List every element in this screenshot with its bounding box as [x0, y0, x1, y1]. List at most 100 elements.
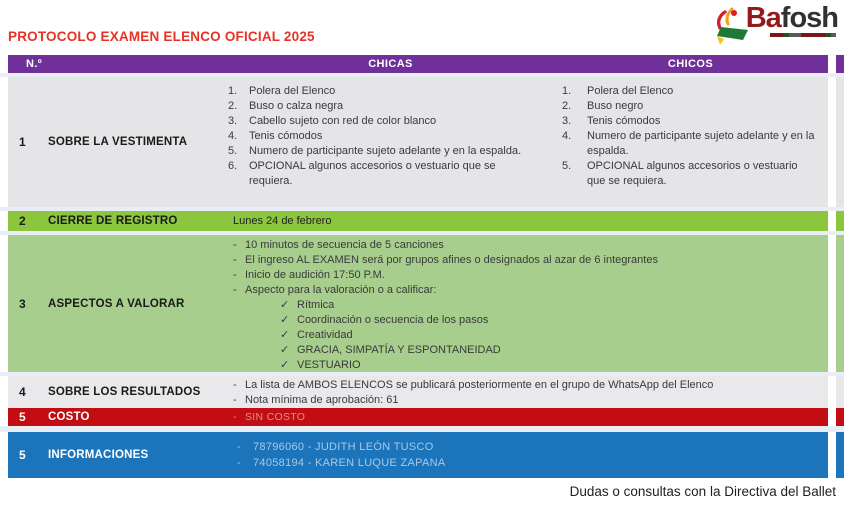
dash-bullet: -	[233, 284, 237, 296]
row-label: COSTO	[48, 411, 90, 423]
list-item: 4. Numero de participante sujeto adelante…	[553, 129, 828, 159]
list-item-number: 3.	[562, 115, 572, 127]
row-valorar-main: 3 ASPECTOS A VALORAR -10 minutos de secu…	[8, 235, 828, 372]
chicos-list: 1. Polera del Elenco 2. Buso negro 3. Tenis…	[553, 84, 828, 207]
costo-value-item: - SIN COSTO	[228, 410, 828, 425]
row-number: 3	[19, 297, 26, 311]
list-item: 4. Tenis cómodos	[228, 129, 553, 144]
row-spacer	[0, 372, 844, 376]
table-row-resultados: 4 SOBRE LOS RESULTADOS - La lista de AMBO…	[0, 376, 844, 408]
list-item-number: 6.	[228, 160, 238, 172]
checkmark-icon: ✓	[280, 344, 290, 356]
logo-tagline-strip	[769, 33, 836, 37]
check-item: ✓ GRACIA, SIMPATÍA Y ESPONTANEIDAD	[280, 343, 828, 358]
table-row-vestimenta: 1 SOBRE LA VESTIMENTA 1. Polera del Elenc…	[0, 77, 844, 207]
check-text: VESTUARIO	[297, 359, 361, 371]
vestimenta-content: 1. Polera del Elenco 2. Buso o calza negra…	[228, 77, 828, 207]
bullet-text: El ingreso AL EXAMEN será por grupos afi…	[245, 254, 658, 266]
check-text: Rítmica	[297, 299, 335, 311]
informaciones-content: -78796060 - JUDITH LEÓN TUSCO -74058194 …	[228, 432, 828, 478]
header-chicos: CHICOS	[667, 58, 714, 70]
edge-gap	[828, 235, 836, 372]
table-edge-sliver	[836, 432, 844, 478]
row-number: 5	[19, 410, 26, 424]
edge-gap	[828, 432, 836, 478]
edge-gap	[828, 55, 836, 73]
footer-note: Dudas o consultas con la Directiva del B…	[569, 484, 836, 499]
row-label: ASPECTOS A VALORAR	[48, 298, 185, 310]
row-vestimenta-main: 1 SOBRE LA VESTIMENTA 1. Polera del Elenc…	[8, 77, 828, 207]
row-number: 5	[19, 448, 26, 462]
list-item-number: 2.	[562, 100, 572, 112]
row-spacer	[0, 231, 844, 235]
list-item: 5. OPCIONAL algunos accesorios o vestuari…	[553, 159, 828, 189]
table-edge-sliver	[836, 55, 844, 73]
list-item-text: Polera del Elenco	[587, 85, 674, 97]
bullet-item: -10 minutos de secuencia de 5 canciones	[228, 238, 828, 253]
list-item: 3. Tenis cómodos	[553, 114, 828, 129]
row-informaciones-main: 5 INFORMACIONES -78796060 - JUDITH LEÓN …	[8, 432, 828, 478]
bafosh-dancer-icon	[716, 7, 748, 45]
edge-gap	[828, 77, 836, 207]
contact-text: 74058194 - KAREN LUQUE ZAPANA	[253, 457, 446, 469]
check-item: ✓ Rítmica	[280, 298, 828, 313]
bafosh-wordmark: Bafosh	[745, 2, 839, 34]
protocol-table: N.º CHICAS CHICOS 1 SOBRE LA VESTIMENTA …	[0, 55, 844, 478]
masthead: PROTOCOLO EXAMEN ELENCO OFICIAL 2025 Baf…	[0, 0, 844, 55]
bullet-item: - La lista de AMBOS ELENCOS se publicará …	[228, 378, 828, 393]
dash-bullet: -	[233, 379, 237, 391]
row-registro-main: 2 CIERRE DE REGISTRO Lunes 24 de febrero	[8, 211, 828, 231]
bullet-text: Nota mínima de aprobación: 61	[245, 394, 399, 406]
dash-bullet: -	[237, 441, 241, 453]
bullet-text: 10 minutos de secuencia de 5 canciones	[245, 239, 444, 251]
edge-gap	[828, 408, 836, 426]
check-item: ✓ Coordinación o secuencia de los pasos	[280, 313, 828, 328]
dash-bullet: -	[233, 394, 237, 406]
bullet-item: - Nota mínima de aprobación: 61	[228, 393, 828, 408]
list-item-text: Tenis cómodos	[587, 115, 661, 127]
bullet-item: - El ingreso AL EXAMEN será por grupos af…	[228, 253, 828, 268]
list-item: 3. Cabello sujeto con red de color blanco	[228, 114, 553, 129]
list-item-number: 4.	[562, 130, 572, 142]
header-num: N.º	[26, 58, 43, 70]
resultados-content: - La lista de AMBOS ELENCOS se publicará …	[228, 376, 828, 408]
list-item-text: OPCIONAL algunos accesorios o vestuario …	[249, 160, 496, 187]
dash-bullet: -	[237, 457, 241, 469]
logo-text-ba: Ba	[745, 2, 782, 34]
check-item: ✓ Creatividad	[280, 328, 828, 343]
list-item-text: Polera del Elenco	[249, 85, 336, 97]
table-edge-sliver	[836, 211, 844, 231]
row-number: 2	[19, 214, 26, 228]
row-number: 4	[19, 385, 26, 399]
list-item-text: Cabello sujeto con red de color blanco	[249, 115, 437, 127]
check-text: Coordinación o secuencia de los pasos	[297, 314, 489, 326]
contact-item: -78796060 - JUDITH LEÓN TUSCO	[228, 439, 828, 455]
table-header-row: N.º CHICAS CHICOS	[0, 55, 844, 73]
edge-gap	[828, 376, 836, 408]
table-header-main: N.º CHICAS CHICOS	[8, 55, 828, 73]
bullet-text: Aspecto para la valoración o a calificar…	[245, 284, 437, 296]
list-item: 5. Numero de participante sujeto adelante…	[228, 144, 553, 159]
list-item-number: 1.	[562, 85, 572, 97]
checkmark-icon: ✓	[280, 329, 290, 341]
list-item-text: Numero de participante sujeto adelante y…	[587, 130, 815, 157]
row-spacer	[0, 426, 844, 432]
list-item: 1. Polera del Elenco	[553, 84, 828, 99]
checkmark-icon: ✓	[280, 299, 290, 311]
row-spacer	[0, 73, 844, 77]
dash-bullet: -	[233, 269, 237, 281]
list-item-number: 3.	[228, 115, 238, 127]
list-item-number: 2.	[228, 100, 238, 112]
dash-bullet: -	[233, 410, 237, 423]
check-text: Creatividad	[297, 329, 353, 341]
table-edge-sliver	[836, 77, 844, 207]
edge-gap	[828, 211, 836, 231]
list-item-text: Buso negro	[587, 100, 644, 112]
valorar-content: -10 minutos de secuencia de 5 canciones …	[228, 235, 828, 373]
dash-bullet: -	[233, 254, 237, 266]
checkmark-icon: ✓	[280, 359, 290, 371]
table-row-costo: 5 COSTO - SIN COSTO	[0, 408, 844, 426]
list-item: 1. Polera del Elenco	[228, 84, 553, 99]
list-item-number: 1.	[228, 85, 238, 97]
